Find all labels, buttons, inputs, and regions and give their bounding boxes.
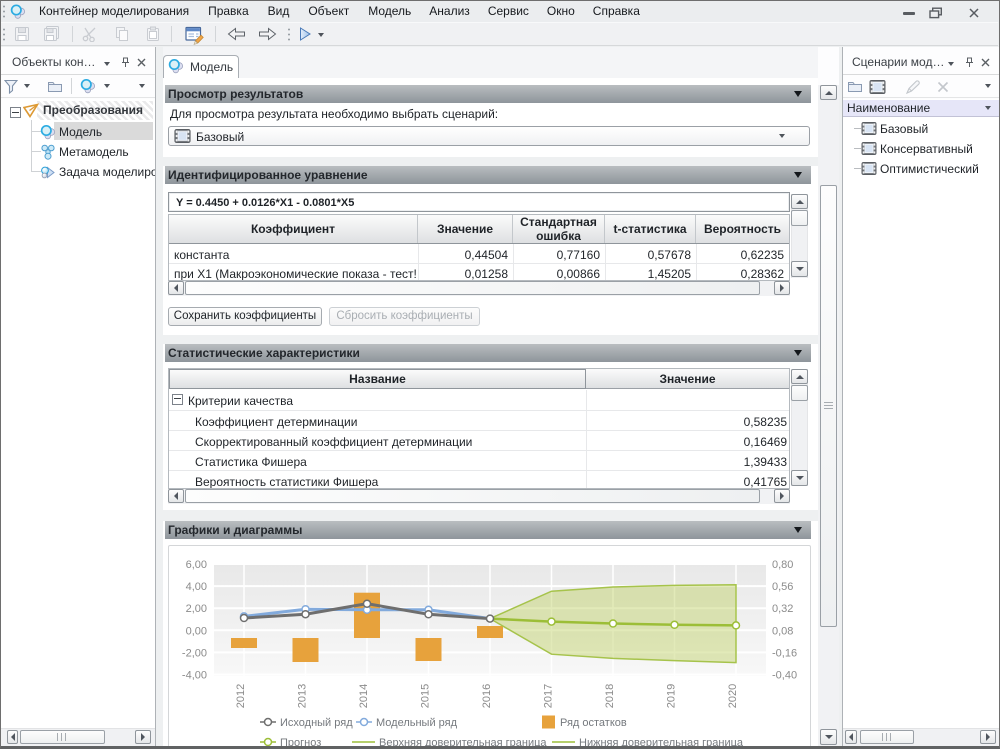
- svg-text:0,32: 0,32: [772, 603, 793, 615]
- svg-text:2020: 2020: [727, 684, 739, 708]
- svg-text:6,00: 6,00: [186, 559, 207, 571]
- svg-text:2019: 2019: [666, 684, 678, 708]
- svg-text:-2,00: -2,00: [182, 647, 207, 659]
- svg-text:0,56: 0,56: [772, 581, 793, 593]
- svg-text:0,00: 0,00: [186, 625, 207, 637]
- svg-text:2,00: 2,00: [186, 603, 207, 615]
- svg-text:2017: 2017: [543, 684, 555, 708]
- svg-text:Исходный ряд: Исходный ряд: [280, 717, 353, 729]
- svg-text:2014: 2014: [358, 684, 370, 708]
- svg-text:2018: 2018: [604, 684, 616, 708]
- svg-text:2012: 2012: [235, 684, 247, 708]
- svg-text:Нижняя доверительная граница: Нижняя доверительная граница: [579, 737, 744, 749]
- svg-text:Ряд остатков: Ряд остатков: [560, 717, 627, 729]
- svg-text:2013: 2013: [297, 684, 309, 708]
- svg-text:-0,40: -0,40: [772, 670, 797, 682]
- svg-text:0,08: 0,08: [772, 625, 793, 637]
- svg-text:-4,00: -4,00: [182, 670, 207, 682]
- svg-text:2015: 2015: [420, 684, 432, 708]
- svg-text:4,00: 4,00: [186, 581, 207, 593]
- svg-text:-0,16: -0,16: [772, 647, 797, 659]
- svg-text:2016: 2016: [481, 684, 493, 708]
- svg-text:0,80: 0,80: [772, 559, 793, 571]
- svg-text:Верхняя доверительная граница: Верхняя доверительная граница: [379, 737, 547, 749]
- svg-text:Модельный ряд: Модельный ряд: [376, 717, 458, 729]
- svg-text:Прогноз: Прогноз: [280, 737, 321, 749]
